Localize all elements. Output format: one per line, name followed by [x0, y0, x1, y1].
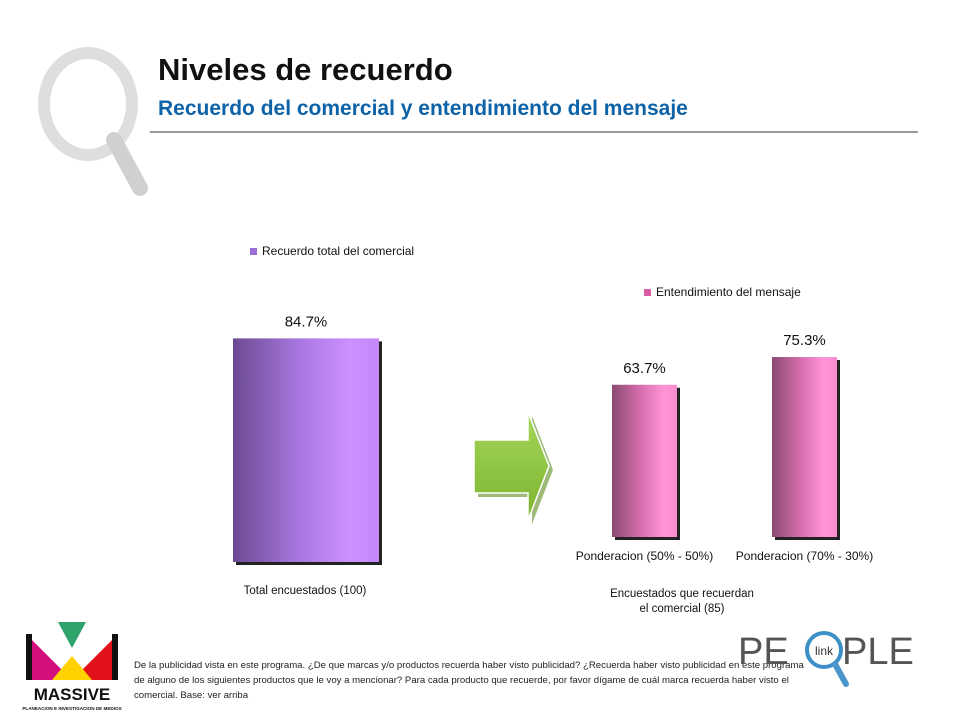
xlabel-total-encuestados: Total encuestados (100)	[243, 585, 367, 597]
title-divider	[150, 131, 918, 133]
xlabel-encuestados-recuerdan-line2: el comercial (85)	[639, 603, 725, 615]
footnote: De la publicidad vista en este programa.…	[134, 660, 804, 701]
massive-logo-name: MASSIVE	[34, 685, 111, 704]
page-subtitle: Recuerdo del comercial y entendimiento d…	[158, 97, 688, 120]
people-logo-right: PLE	[842, 631, 914, 673]
legend-label-entendimiento: Entendimiento del mensaje	[656, 285, 801, 299]
massive-logo: MASSIVE PLANEACION E INVESTIGACION DE ME…	[22, 622, 122, 711]
legend-swatch-purple	[250, 247, 257, 255]
bar-entendimiento-1	[612, 384, 677, 537]
legend-label-recuerdo: Recuerdo total del comercial	[262, 244, 415, 258]
people-logo-left: PE	[738, 631, 789, 673]
xlabel-encuestados-recuerdan-line1: Encuestados que recuerdan	[610, 588, 754, 600]
bar-entendimiento-2	[772, 357, 837, 537]
magnifier-q-icon	[38, 47, 148, 196]
right-arrow-icon	[473, 411, 553, 524]
page-title: Niveles de recuerdo	[158, 52, 453, 87]
people-link-logo: PE link PLE	[738, 631, 914, 687]
category-label: Ponderacion (70% - 30%)	[736, 549, 873, 563]
data-label: 84.7%	[285, 313, 328, 330]
category-label: Ponderacion (50% - 50%)	[576, 549, 713, 563]
legend-recuerdo: Recuerdo total del comercial	[250, 244, 414, 258]
bar-recuerdo-total	[233, 338, 379, 562]
legend-swatch-pink	[644, 288, 651, 296]
legend-entendimiento: Entendimiento del mensaje	[644, 285, 801, 299]
data-label: 75.3%	[783, 332, 826, 349]
people-logo-mark: link	[815, 644, 834, 658]
data-label: 63.7%	[623, 360, 666, 377]
massive-logo-tagline: PLANEACION E INVESTIGACION DE MEDIOS	[22, 706, 121, 711]
